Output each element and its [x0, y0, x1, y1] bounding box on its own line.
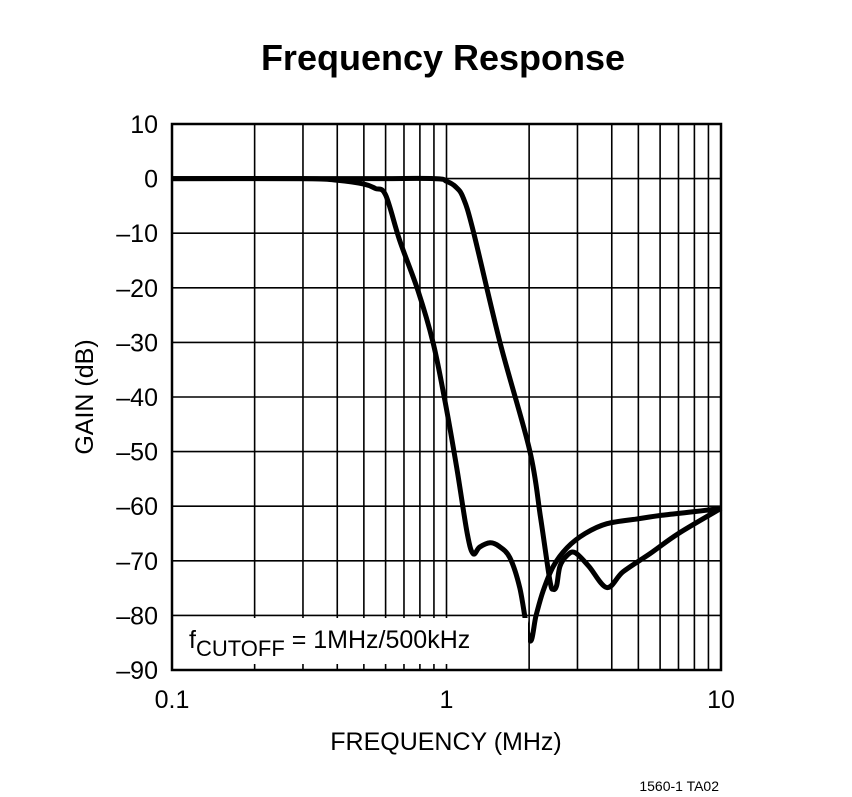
y-tick-label: –60: [116, 493, 158, 521]
y-tick-label: –40: [116, 384, 158, 412]
y-tick-label: –30: [116, 329, 158, 357]
series-line-1: [171, 175, 722, 644]
y-tick-label: –20: [116, 275, 158, 303]
plot-frame: [170, 122, 723, 672]
y-tick-label: 10: [130, 111, 158, 139]
x-tick-label: 1: [440, 686, 454, 714]
y-tick-label: –50: [116, 439, 158, 467]
x-tick-label: 10: [707, 686, 735, 714]
x-axis-label: FREQUENCY (MHz): [330, 728, 561, 756]
y-tick-label: –90: [116, 657, 158, 685]
footnote: 1560-1 TA02: [639, 778, 719, 794]
y-axis-label: GAIN (dB): [71, 339, 99, 454]
y-tick-label: 0: [144, 166, 158, 194]
cutoff-annotation: fCUTOFF = 1MHz/500kHz: [178, 618, 528, 664]
chart-title: Frequency Response: [261, 37, 625, 78]
y-tick-label: –10: [116, 220, 158, 248]
annotation-subscript: CUTOFF: [196, 636, 285, 661]
svg-text:fCUTOFF = 1MHz/500kHz: fCUTOFF = 1MHz/500kHz: [189, 626, 470, 661]
curves: [171, 175, 723, 644]
tick-labels: 10 0 –10 –20 –30 –40 –50 –60 –70 –80 –900.1 1 10: [116, 111, 735, 714]
y-tick-label: –70: [116, 548, 158, 576]
x-tick-label: 0.1: [155, 686, 190, 714]
annotation-prefix: f: [189, 626, 196, 654]
annotation-text: = 1MHz/500kHz: [285, 626, 471, 654]
y-tick-label: –80: [116, 602, 158, 630]
series-line-2: [172, 175, 723, 592]
